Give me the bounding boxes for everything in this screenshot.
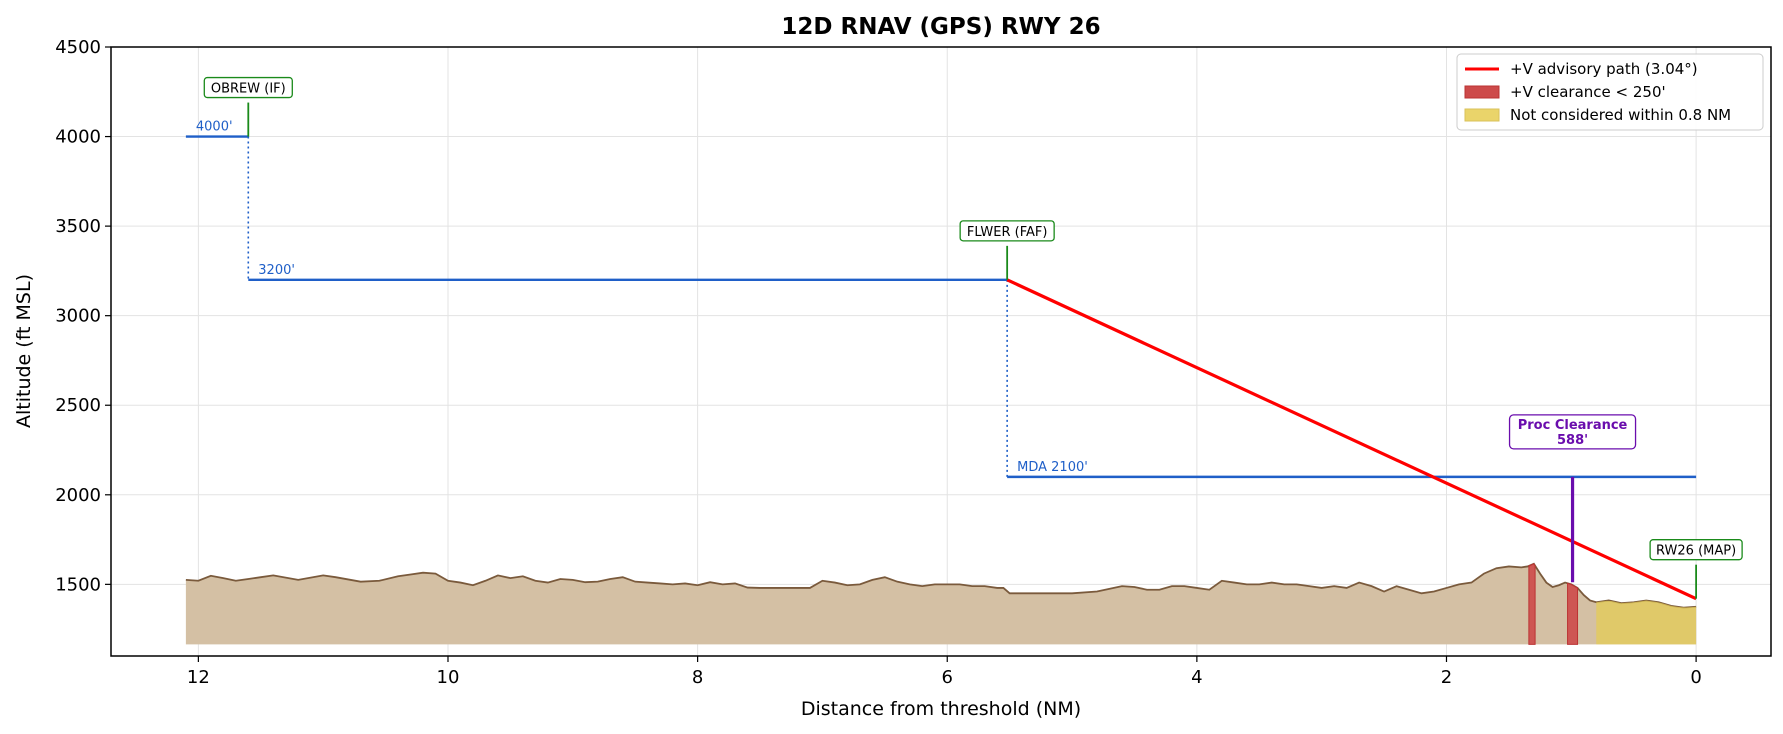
terrain-fill <box>185 563 1697 645</box>
fix-label: OBREW (IF) <box>211 82 286 97</box>
x-axis: 12 10 8 6 4 2 0 <box>187 656 1702 688</box>
not-considered-zone <box>1596 600 1697 645</box>
proc-clearance-label: Proc Clearance <box>1518 418 1628 433</box>
fix-label-box <box>959 220 1055 242</box>
y-tick-label: 2000 <box>55 485 101 506</box>
advisory-path-line <box>1006 278 1697 601</box>
altitude-label: MDA 2100' <box>1017 460 1088 475</box>
legend-box <box>1456 53 1764 131</box>
x-tick-label: 12 <box>187 667 210 688</box>
legend-label: +V advisory path (3.04°) <box>1510 60 1698 78</box>
x-axis-title: Distance from threshold (NM) <box>801 698 1081 720</box>
y-axis: 1500 2000 2500 3000 3500 4000 4500 <box>55 37 111 595</box>
altitude-label: 3200' <box>258 263 295 278</box>
x-tick-label: 8 <box>692 667 703 688</box>
clearance-violation <box>1528 563 1536 645</box>
clearance-violation <box>1567 582 1579 645</box>
terrain-profile <box>185 562 1697 645</box>
x-tick-label: 2 <box>1441 667 1452 688</box>
altitude-label: 4000' <box>196 120 233 135</box>
y-tick-label: 2500 <box>55 395 101 416</box>
plot-frame <box>110 46 1772 657</box>
fix-label-box <box>1649 539 1743 561</box>
y-axis-title: Altitude (ft MSL) <box>13 274 35 428</box>
x-tick-label: 0 <box>1690 667 1701 688</box>
terrain-outline <box>185 562 1697 609</box>
y-tick-label: 4000 <box>55 127 101 148</box>
x-tick-label: 4 <box>1191 667 1202 688</box>
procedure-altitudes: 4000' 3200' MDA 2100' <box>185 120 1697 479</box>
y-tick-label: 3500 <box>55 216 101 237</box>
legend-patch-swatch <box>1464 85 1500 99</box>
legend-label: +V clearance < 250' <box>1510 83 1666 101</box>
legend-patch-swatch <box>1464 108 1500 122</box>
fix-label: RW26 (MAP) <box>1656 544 1736 559</box>
x-tick-label: 6 <box>942 667 953 688</box>
legend: +V advisory path (3.04°) +V clearance < 2… <box>1456 53 1764 131</box>
advisory-path <box>1006 278 1697 601</box>
x-tick-label: 10 <box>437 667 460 688</box>
proc-clearance-value: 588' <box>1557 433 1588 448</box>
fixes: OBREW (IF) FLWER (FAF) RW26 (MAP) <box>203 76 1743 599</box>
y-tick-label: 4500 <box>55 37 101 58</box>
grid <box>111 46 1771 656</box>
proc-clearance-box <box>1508 414 1637 450</box>
fix-label-box <box>203 76 293 99</box>
y-tick-label: 3000 <box>55 306 101 327</box>
y-tick-label: 1500 <box>55 574 101 595</box>
fix-label: FLWER (FAF) <box>967 225 1048 240</box>
legend-label: Not considered within 0.8 NM <box>1510 106 1731 124</box>
clearance-zones <box>1528 563 1697 645</box>
chart-title: 12D RNAV (GPS) RWY 26 <box>781 14 1100 40</box>
